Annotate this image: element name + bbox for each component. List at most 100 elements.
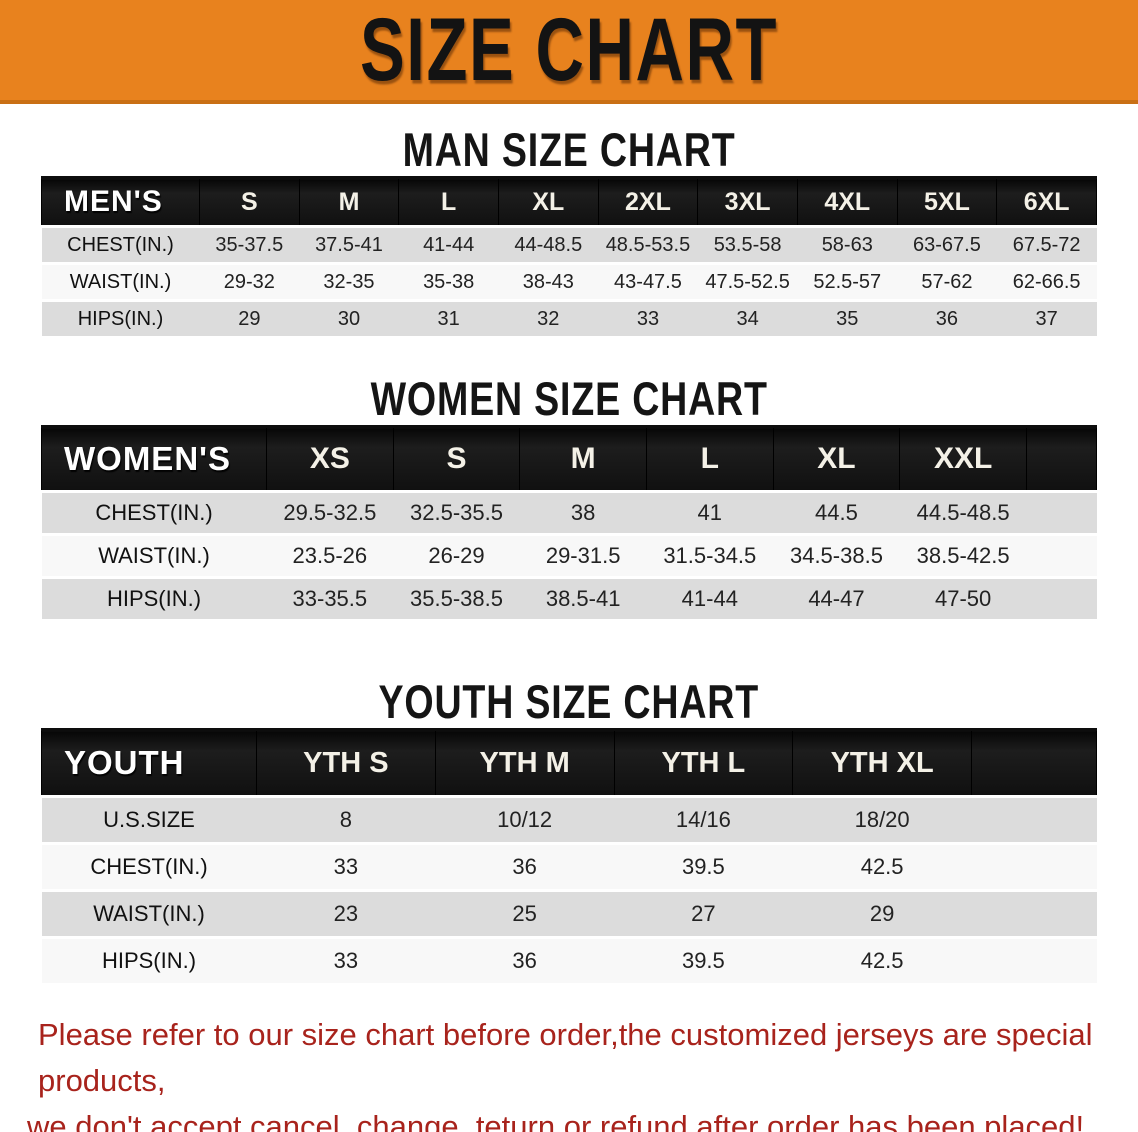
size-column-header: 4XL — [796, 177, 898, 227]
size-value-cell: 35 — [797, 299, 898, 339]
size-value-cell: 32-35 — [299, 262, 399, 302]
measurement-row: WAIST(IN.) 29-32 32-35 35-38 38-43 43-47.5 47.… — [41, 262, 1097, 302]
measurement-row: HIPS(IN.) 33-35.5 35.5-38.5 38.5-41 41-44 44-… — [41, 576, 1097, 622]
size-value-cell: 63-67.5 — [897, 225, 997, 265]
size-value-cell: 34 — [697, 299, 798, 339]
size-value-cell: 33 — [256, 936, 436, 986]
size-value-cell: 10/12 — [435, 795, 614, 845]
size-value-cell: 29-32 — [199, 262, 300, 302]
size-value-cell: 38 — [519, 490, 647, 536]
size-column-header: 6XL — [996, 177, 1097, 227]
size-value-cell: 35-38 — [398, 262, 499, 302]
header-filler — [971, 729, 1097, 797]
size-column-header: S — [392, 426, 521, 492]
size-value-cell: 29 — [199, 299, 300, 339]
men-section-heading: MAN SIZE CHART — [402, 123, 736, 176]
table-corner-label: YOUTH — [41, 729, 257, 797]
size-chart-banner: SIZE CHART — [0, 0, 1138, 104]
size-column-header: XL — [497, 177, 599, 227]
size-value-cell: 36 — [435, 936, 614, 986]
size-value-cell: 44-48.5 — [498, 225, 599, 265]
measurement-label: WAIST(IN.) — [41, 889, 257, 939]
size-value-cell: 31.5-34.5 — [646, 533, 774, 579]
size-column-header: YTH L — [613, 729, 794, 797]
table-corner-label: MEN'S — [41, 177, 200, 227]
size-value-cell: 32 — [498, 299, 599, 339]
size-value-cell: 30 — [299, 299, 399, 339]
size-column-header: S — [199, 177, 300, 227]
women-size-table: WOMEN'S XS S M L XL XXL CHEST(IN.) 29.5-32.5 32.5… — [41, 425, 1097, 622]
size-value-cell: 27 — [614, 889, 793, 939]
measurement-label: HIPS(IN.) — [41, 299, 200, 339]
size-value-cell: 44-47 — [773, 576, 900, 622]
size-value-cell: 25 — [435, 889, 614, 939]
size-value-cell: 62-66.5 — [996, 262, 1097, 302]
size-value-cell: 53.5-58 — [697, 225, 798, 265]
order-disclaimer: Please refer to our size chart before or… — [0, 1012, 1138, 1132]
size-header-row: MEN'S S M L XL 2XL 3XL 4XL 5XL 6XL — [41, 177, 1097, 227]
size-value-cell: 35-37.5 — [199, 225, 300, 265]
size-value-cell: 31 — [398, 299, 499, 339]
size-value-cell: 42.5 — [792, 936, 972, 986]
size-column-header: XS — [266, 426, 394, 492]
size-value-cell: 32.5-35.5 — [393, 490, 520, 536]
size-value-cell: 47.5-52.5 — [697, 262, 798, 302]
size-value-cell: 33 — [256, 842, 436, 892]
row-filler — [971, 936, 1097, 986]
row-filler — [971, 889, 1097, 939]
size-value-cell: 35.5-38.5 — [393, 576, 520, 622]
size-column-header: YTH XL — [792, 729, 972, 797]
size-column-header: M — [519, 426, 647, 492]
measurement-label: CHEST(IN.) — [41, 225, 200, 265]
banner-title: SIZE CHART — [359, 0, 779, 100]
measurement-row: U.S.SIZE 8 10/12 14/16 18/20 — [41, 795, 1097, 845]
size-value-cell: 47-50 — [899, 576, 1027, 622]
measurement-row: WAIST(IN.) 23.5-26 26-29 29-31.5 31.5-34.5 34… — [41, 533, 1097, 579]
size-column-header: XL — [772, 426, 901, 492]
size-value-cell: 33 — [598, 299, 698, 339]
size-value-cell: 41 — [646, 490, 774, 536]
row-filler — [1026, 490, 1097, 536]
size-column-header: L — [645, 426, 774, 492]
measurement-row: CHEST(IN.) 35-37.5 37.5-41 41-44 44-48.5 48.5… — [41, 225, 1097, 265]
size-value-cell: 29.5-32.5 — [266, 490, 394, 536]
size-value-cell: 57-62 — [897, 262, 997, 302]
table-corner-label: WOMEN'S — [41, 426, 267, 492]
measurement-label: CHEST(IN.) — [41, 842, 257, 892]
size-value-cell: 39.5 — [614, 936, 793, 986]
measurement-label: HIPS(IN.) — [41, 936, 257, 986]
size-value-cell: 38.5-42.5 — [899, 533, 1027, 579]
size-column-header: 5XL — [896, 177, 998, 227]
youth-section-heading: YOUTH SIZE CHART — [378, 675, 760, 728]
size-column-header: YTH S — [256, 729, 436, 797]
size-value-cell: 58-63 — [797, 225, 898, 265]
size-column-header: L — [398, 177, 499, 227]
row-filler — [1026, 533, 1097, 579]
measurement-row: WAIST(IN.) 23 25 27 29 — [41, 889, 1097, 939]
size-column-header: M — [298, 177, 400, 227]
size-value-cell: 34.5-38.5 — [773, 533, 900, 579]
size-value-cell: 37 — [996, 299, 1097, 339]
size-value-cell: 8 — [256, 795, 436, 845]
men-size-table: MEN'S S M L XL 2XL 3XL 4XL 5XL 6XL CHEST(IN.) 35-37… — [41, 176, 1097, 339]
measurement-label: CHEST(IN.) — [41, 490, 267, 536]
size-value-cell: 38-43 — [498, 262, 599, 302]
measurement-row: CHEST(IN.) 33 36 39.5 42.5 — [41, 842, 1097, 892]
row-filler — [971, 795, 1097, 845]
size-value-cell: 29-31.5 — [519, 533, 647, 579]
size-value-cell: 38.5-41 — [519, 576, 647, 622]
youth-size-table: YOUTH YTH S YTH M YTH L YTH XL U.S.SIZE 8 10/12… — [41, 728, 1097, 986]
size-value-cell: 18/20 — [792, 795, 972, 845]
size-value-cell: 23 — [256, 889, 436, 939]
measurement-row: HIPS(IN.) 29 30 31 32 33 34 35 36 37 — [41, 299, 1097, 339]
measurement-row: CHEST(IN.) 29.5-32.5 32.5-35.5 38 41 44.5 44.5… — [41, 490, 1097, 536]
size-header-row: YOUTH YTH S YTH M YTH L YTH XL — [41, 729, 1097, 797]
size-value-cell: 52.5-57 — [797, 262, 898, 302]
size-column-header: XXL — [899, 426, 1027, 492]
size-value-cell: 29 — [792, 889, 972, 939]
disclaimer-line-1: Please refer to our size chart before or… — [38, 1017, 1093, 1098]
size-value-cell: 43-47.5 — [598, 262, 698, 302]
women-section-heading: WOMEN SIZE CHART — [370, 372, 768, 425]
size-value-cell: 33-35.5 — [266, 576, 394, 622]
